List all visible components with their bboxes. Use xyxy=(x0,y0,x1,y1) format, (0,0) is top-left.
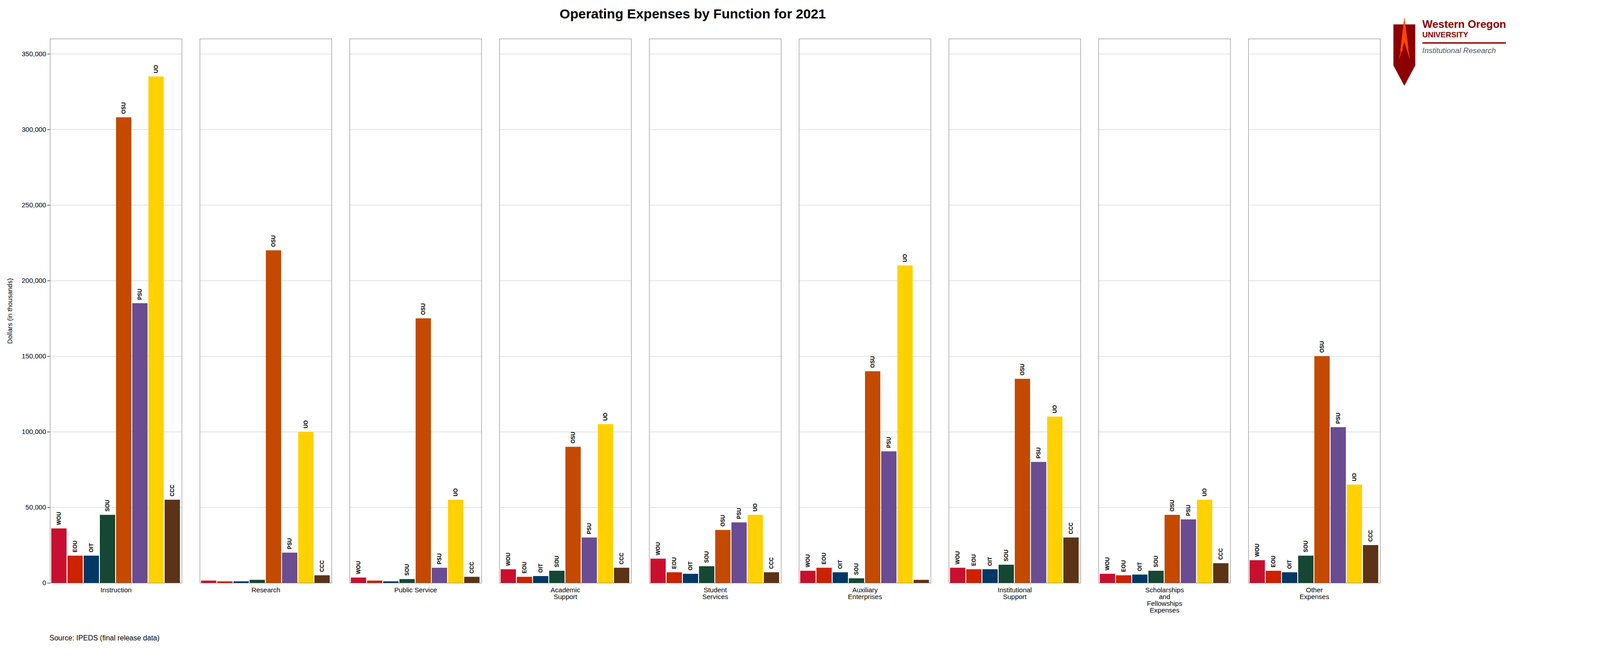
svg-text:PSU: PSU xyxy=(735,507,743,520)
svg-text:SOU: SOU xyxy=(703,551,710,564)
svg-text:PSU: PSU xyxy=(1035,447,1042,459)
svg-text:EOU: EOU xyxy=(1270,555,1277,568)
svg-text:CCC: CCC xyxy=(468,561,476,574)
svg-text:PSU: PSU xyxy=(436,553,443,565)
svg-text:UO: UO xyxy=(152,65,160,74)
svg-text:OSU: OSU xyxy=(1169,499,1176,512)
svg-text:CCC: CCC xyxy=(1067,522,1075,534)
svg-text:CCC: CCC xyxy=(768,557,775,570)
html-text:Source: IPEDS (final release d: Source: IPEDS (final release data) xyxy=(49,634,160,642)
svg-text:100,000: 100,000 xyxy=(21,427,46,436)
svg-text:SOU: SOU xyxy=(1003,549,1010,562)
svg-text:Public Service: Public Service xyxy=(394,586,437,594)
svg-text:OIT: OIT xyxy=(537,563,544,574)
svg-text:PSU: PSU xyxy=(885,436,892,449)
svg-text:CCC: CCC xyxy=(169,484,176,497)
svg-text:50,000: 50,000 xyxy=(25,503,47,511)
svg-text:OSU: OSU xyxy=(1019,363,1026,376)
svg-text:OIT: OIT xyxy=(88,542,95,553)
svg-text:StudentServices: StudentServices xyxy=(702,586,729,601)
svg-text:WOU: WOU xyxy=(55,511,63,525)
svg-text:UO: UO xyxy=(602,412,609,422)
svg-text:AcademicSupport: AcademicSupport xyxy=(550,586,581,601)
svg-text:SOU: SOU xyxy=(1302,540,1309,553)
html-text:Institutional Research: Institutional Research xyxy=(1422,46,1496,55)
html-text:UNIVERSITY: UNIVERSITY xyxy=(1422,30,1469,40)
svg-text:EOU: EOU xyxy=(671,557,678,570)
svg-text:250,000: 250,000 xyxy=(21,201,46,209)
svg-text:UO: UO xyxy=(1051,405,1058,414)
svg-text:OSU: OSU xyxy=(569,431,577,444)
svg-text:AuxiliaryEnterprises: AuxiliaryEnterprises xyxy=(847,586,883,601)
svg-text:OIT: OIT xyxy=(1286,559,1293,570)
svg-text:OSU: OSU xyxy=(270,235,277,247)
svg-text:CCC: CCC xyxy=(318,560,326,572)
svg-text:EOU: EOU xyxy=(71,540,79,553)
svg-text:UO: UO xyxy=(452,488,459,497)
svg-text:WOU: WOU xyxy=(804,554,812,568)
svg-text:WOU: WOU xyxy=(1254,543,1261,557)
svg-text:EOU: EOU xyxy=(521,561,528,574)
svg-text:UO: UO xyxy=(901,254,909,263)
svg-text:UO: UO xyxy=(1201,488,1208,497)
svg-text:OIT: OIT xyxy=(986,556,994,567)
svg-text:SOU: SOU xyxy=(1152,555,1160,568)
html-text:Western Oregon: Western Oregon xyxy=(1422,17,1507,31)
svg-text:PSU: PSU xyxy=(586,523,593,535)
svg-text:CCC: CCC xyxy=(1217,547,1224,560)
svg-text:UO: UO xyxy=(302,420,310,429)
svg-text:200,000: 200,000 xyxy=(21,276,46,285)
svg-text:SOU: SOU xyxy=(403,564,411,576)
svg-text:SOU: SOU xyxy=(104,499,111,512)
svg-text:OSU: OSU xyxy=(120,102,127,114)
svg-text:350,000: 350,000 xyxy=(21,49,46,58)
svg-text:PSU: PSU xyxy=(1335,412,1342,425)
svg-text:EOU: EOU xyxy=(970,554,978,566)
svg-text:EOU: EOU xyxy=(820,552,828,565)
svg-text:150,000: 150,000 xyxy=(21,352,46,360)
svg-text:SOU: SOU xyxy=(553,555,561,568)
svg-text:WOU: WOU xyxy=(654,542,662,556)
svg-text:WOU: WOU xyxy=(505,552,512,566)
svg-text:0: 0 xyxy=(42,578,46,587)
svg-text:WOU: WOU xyxy=(355,560,362,574)
svg-text:CCC: CCC xyxy=(618,552,625,565)
svg-text:300,000: 300,000 xyxy=(21,125,46,134)
svg-text:PSU: PSU xyxy=(286,538,293,550)
svg-text:WOU: WOU xyxy=(954,551,961,565)
svg-text:OIT: OIT xyxy=(687,561,694,571)
svg-text:OSU: OSU xyxy=(869,356,876,368)
svg-text:SOU: SOU xyxy=(853,563,860,575)
svg-text:Dollars (in thousands): Dollars (in thousands) xyxy=(5,278,14,345)
svg-text:OtherExpenses: OtherExpenses xyxy=(1299,586,1330,601)
svg-text:InstitutionalSupport: InstitutionalSupport xyxy=(997,586,1032,601)
svg-text:UO: UO xyxy=(1351,473,1358,482)
svg-text:WOU: WOU xyxy=(1104,557,1111,571)
svg-text:OSU: OSU xyxy=(420,303,427,315)
svg-text:PSU: PSU xyxy=(136,288,144,301)
svg-text:OSU: OSU xyxy=(1318,340,1326,353)
svg-text:CCC: CCC xyxy=(1367,529,1374,542)
html-text:Operating Expenses by Function: Operating Expenses by Function for 2021 xyxy=(559,6,826,22)
svg-text:OIT: OIT xyxy=(1136,561,1143,572)
svg-text:PSU: PSU xyxy=(1185,505,1192,517)
svg-text:OSU: OSU xyxy=(719,515,727,527)
svg-text:Instruction: Instruction xyxy=(100,586,132,594)
svg-text:Research: Research xyxy=(251,586,281,594)
svg-text:OIT: OIT xyxy=(837,559,844,570)
svg-text:UO: UO xyxy=(752,503,759,512)
svg-text:EOU: EOU xyxy=(1120,560,1127,573)
svg-text:ScholarshipsandFellowshipsExpe: ScholarshipsandFellowshipsExpenses xyxy=(1145,586,1184,615)
